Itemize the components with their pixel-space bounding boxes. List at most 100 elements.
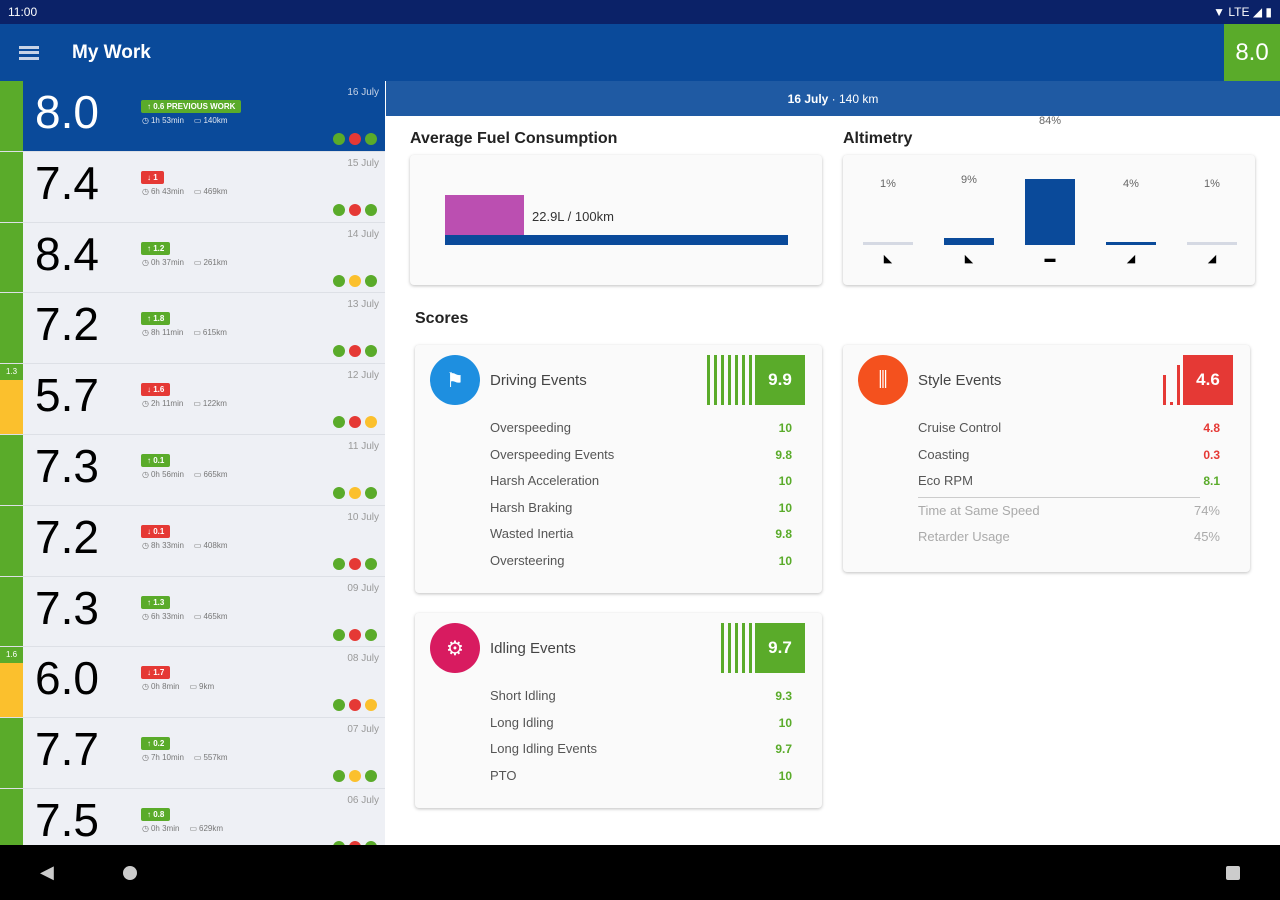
status-dot [365,416,377,429]
slope-icon: ▬ [1044,253,1056,265]
status-dot [365,274,377,287]
score-item: Overspeeding Events 9.8 [490,442,792,469]
work-list-item[interactable]: 7.4 ↓ 1 ◷ 6h 43min ▭ 469km 15 July [0,151,385,223]
work-date: 13 July [347,299,379,311]
altimetry-bar [944,237,994,245]
clock-icon: ◷ [142,682,149,692]
item-label: Overspeeding [490,420,571,435]
overall-score-badge[interactable]: 8.0 [1224,24,1280,81]
item-value: 0.3 [1203,447,1220,462]
road-icon: ▭ [193,399,201,409]
driving-events-card[interactable]: ⚑ Driving Events 9.9 Overspeeding 10 Overspee… [415,345,822,593]
item-value: 10 [778,768,792,783]
work-date: 06 July [347,794,379,806]
work-list-item[interactable]: 7.2 ↓ 0.1 ◷ 8h 33min ▭ 408km 10 July [0,505,385,577]
item-label: Short Idling [490,688,556,703]
item-label: Long Idling Events [490,741,597,756]
work-score: 7.7 [35,723,99,776]
duration: 8h 11min [150,328,184,338]
fuel-bar [445,235,788,245]
work-score: 7.3 [35,439,99,492]
duration: 0h 56min [150,469,184,479]
work-list-item[interactable]: 8.0 ↑ 0.6 PREVIOUS WORK ◷ 1h 53min ▭ 140km … [0,81,385,152]
work-list-item[interactable]: 7.2 ↑ 1.8 ◷ 8h 11min ▭ 615km 13 July [0,293,385,365]
work-list[interactable]: 8.0 ↑ 0.6 PREVIOUS WORK ◷ 1h 53min ▭ 140km … [0,81,385,845]
status-dot [349,133,361,145]
item-value: 8.1 [1203,474,1220,488]
style-events-card[interactable]: ⫼ Style Events 4.6 Cruise Control 4.8 Coastin… [843,345,1250,572]
altimetry-bar-group: 1% ◢ [1187,155,1237,285]
item-value: 9.8 [775,527,792,541]
item-value: 10 [778,500,792,515]
work-list-item[interactable]: 8.4 ↑ 1.2 ◷ 0h 37min ▭ 261km 14 July [0,222,385,294]
status-dot [333,628,345,641]
item-label: Long Idling [490,714,554,730]
clock-icon: ◷ [142,328,149,338]
work-list-item[interactable]: 7.3 ↑ 0.1 ◷ 0h 56min ▭ 665km 11 July [0,434,385,506]
status-dot [365,557,377,570]
altimetry-label: 1% [880,178,896,190]
score-item: Long Idling Events 9.7 [490,736,792,763]
work-score: 7.3 [35,581,99,634]
item-value: 10 [778,715,792,730]
recents-icon[interactable] [1226,865,1240,880]
work-list-item[interactable]: 1.6 6.0 ↓ 1.7 ◷ 0h 8min ▭ 9km 08 July [0,647,385,719]
work-date: 16 July [347,87,379,98]
status-dot [333,274,345,287]
status-dot [365,345,377,358]
work-list-item[interactable]: 1.3 5.7 ↓ 1.6 ◷ 2h 11min ▭ 122km 12 July [0,364,385,435]
menu-icon[interactable] [19,45,39,60]
bar-label: 1.6 [0,647,23,664]
road-icon: ▭ [193,116,202,125]
work-date: 08 July [347,653,379,665]
status-dot [365,628,377,641]
status-dot [349,274,361,287]
signal-icons: ▼ LTE ◢ ▮ [1213,5,1272,19]
card-score: 9.7 [755,623,805,673]
status-dot [333,203,345,216]
score-indicator-bar [0,788,23,845]
road-icon: ▭ [193,257,202,267]
distance: 122km [202,399,227,409]
status-dot [365,699,377,712]
idling-events-card[interactable]: ⚙ Idling Events 9.7 Short Idling 9.3 Long Idl… [415,613,822,808]
distance: 465km [203,611,228,621]
score-item: Wasted Inertia 9.8 [490,521,792,548]
work-list-item[interactable]: 7.7 ↑ 0.2 ◷ 7h 10min ▭ 557km 07 July [0,718,385,789]
score-indicator-bar [0,293,23,364]
score-item: PTO 10 [490,763,792,790]
altimetry-bar-group: 84% ▬ [1025,115,1075,285]
work-list-item[interactable]: 7.3 ↑ 1.3 ◷ 6h 33min ▭ 465km 09 July [0,576,385,648]
status-dot [349,486,361,499]
road-icon: ▭ [193,469,202,479]
altimetry-bar [1187,242,1237,245]
road-icon: ▭ [193,328,201,338]
altimetry-label: 9% [961,173,977,186]
work-list-item[interactable]: 7.5 ↑ 0.8 ◷ 0h 3min ▭ 629km 06 July [0,788,385,845]
back-icon[interactable]: ◀ [40,862,54,882]
status-dot [349,628,361,641]
home-icon[interactable] [122,865,137,880]
score-indicator-bar [0,81,23,151]
score-item: Short Idling 9.3 [490,683,792,710]
work-score: 7.2 [35,298,99,351]
item-value: 10 [778,474,792,488]
status-dot [333,486,345,499]
delta-badge: ↑ 1.2 [141,241,171,255]
altimetry-bar [1025,179,1075,245]
status-dot [333,770,345,783]
altimetry-bar-group: 9% ◣ [944,155,994,285]
item-label: Overspeeding Events [490,446,615,462]
distance: 629km [199,823,224,833]
item-label: PTO [490,767,517,783]
divider [918,496,1200,498]
status-dot [333,416,345,429]
work-date: 15 July [347,157,379,169]
item-value: 45% [1193,529,1220,544]
status-dot [349,840,361,845]
altimetry-bar [1106,241,1156,245]
item-value: 9.7 [775,742,792,756]
altimetry-label: 4% [1123,177,1139,190]
status-dot [349,770,361,783]
card-title: Driving Events [490,371,587,389]
